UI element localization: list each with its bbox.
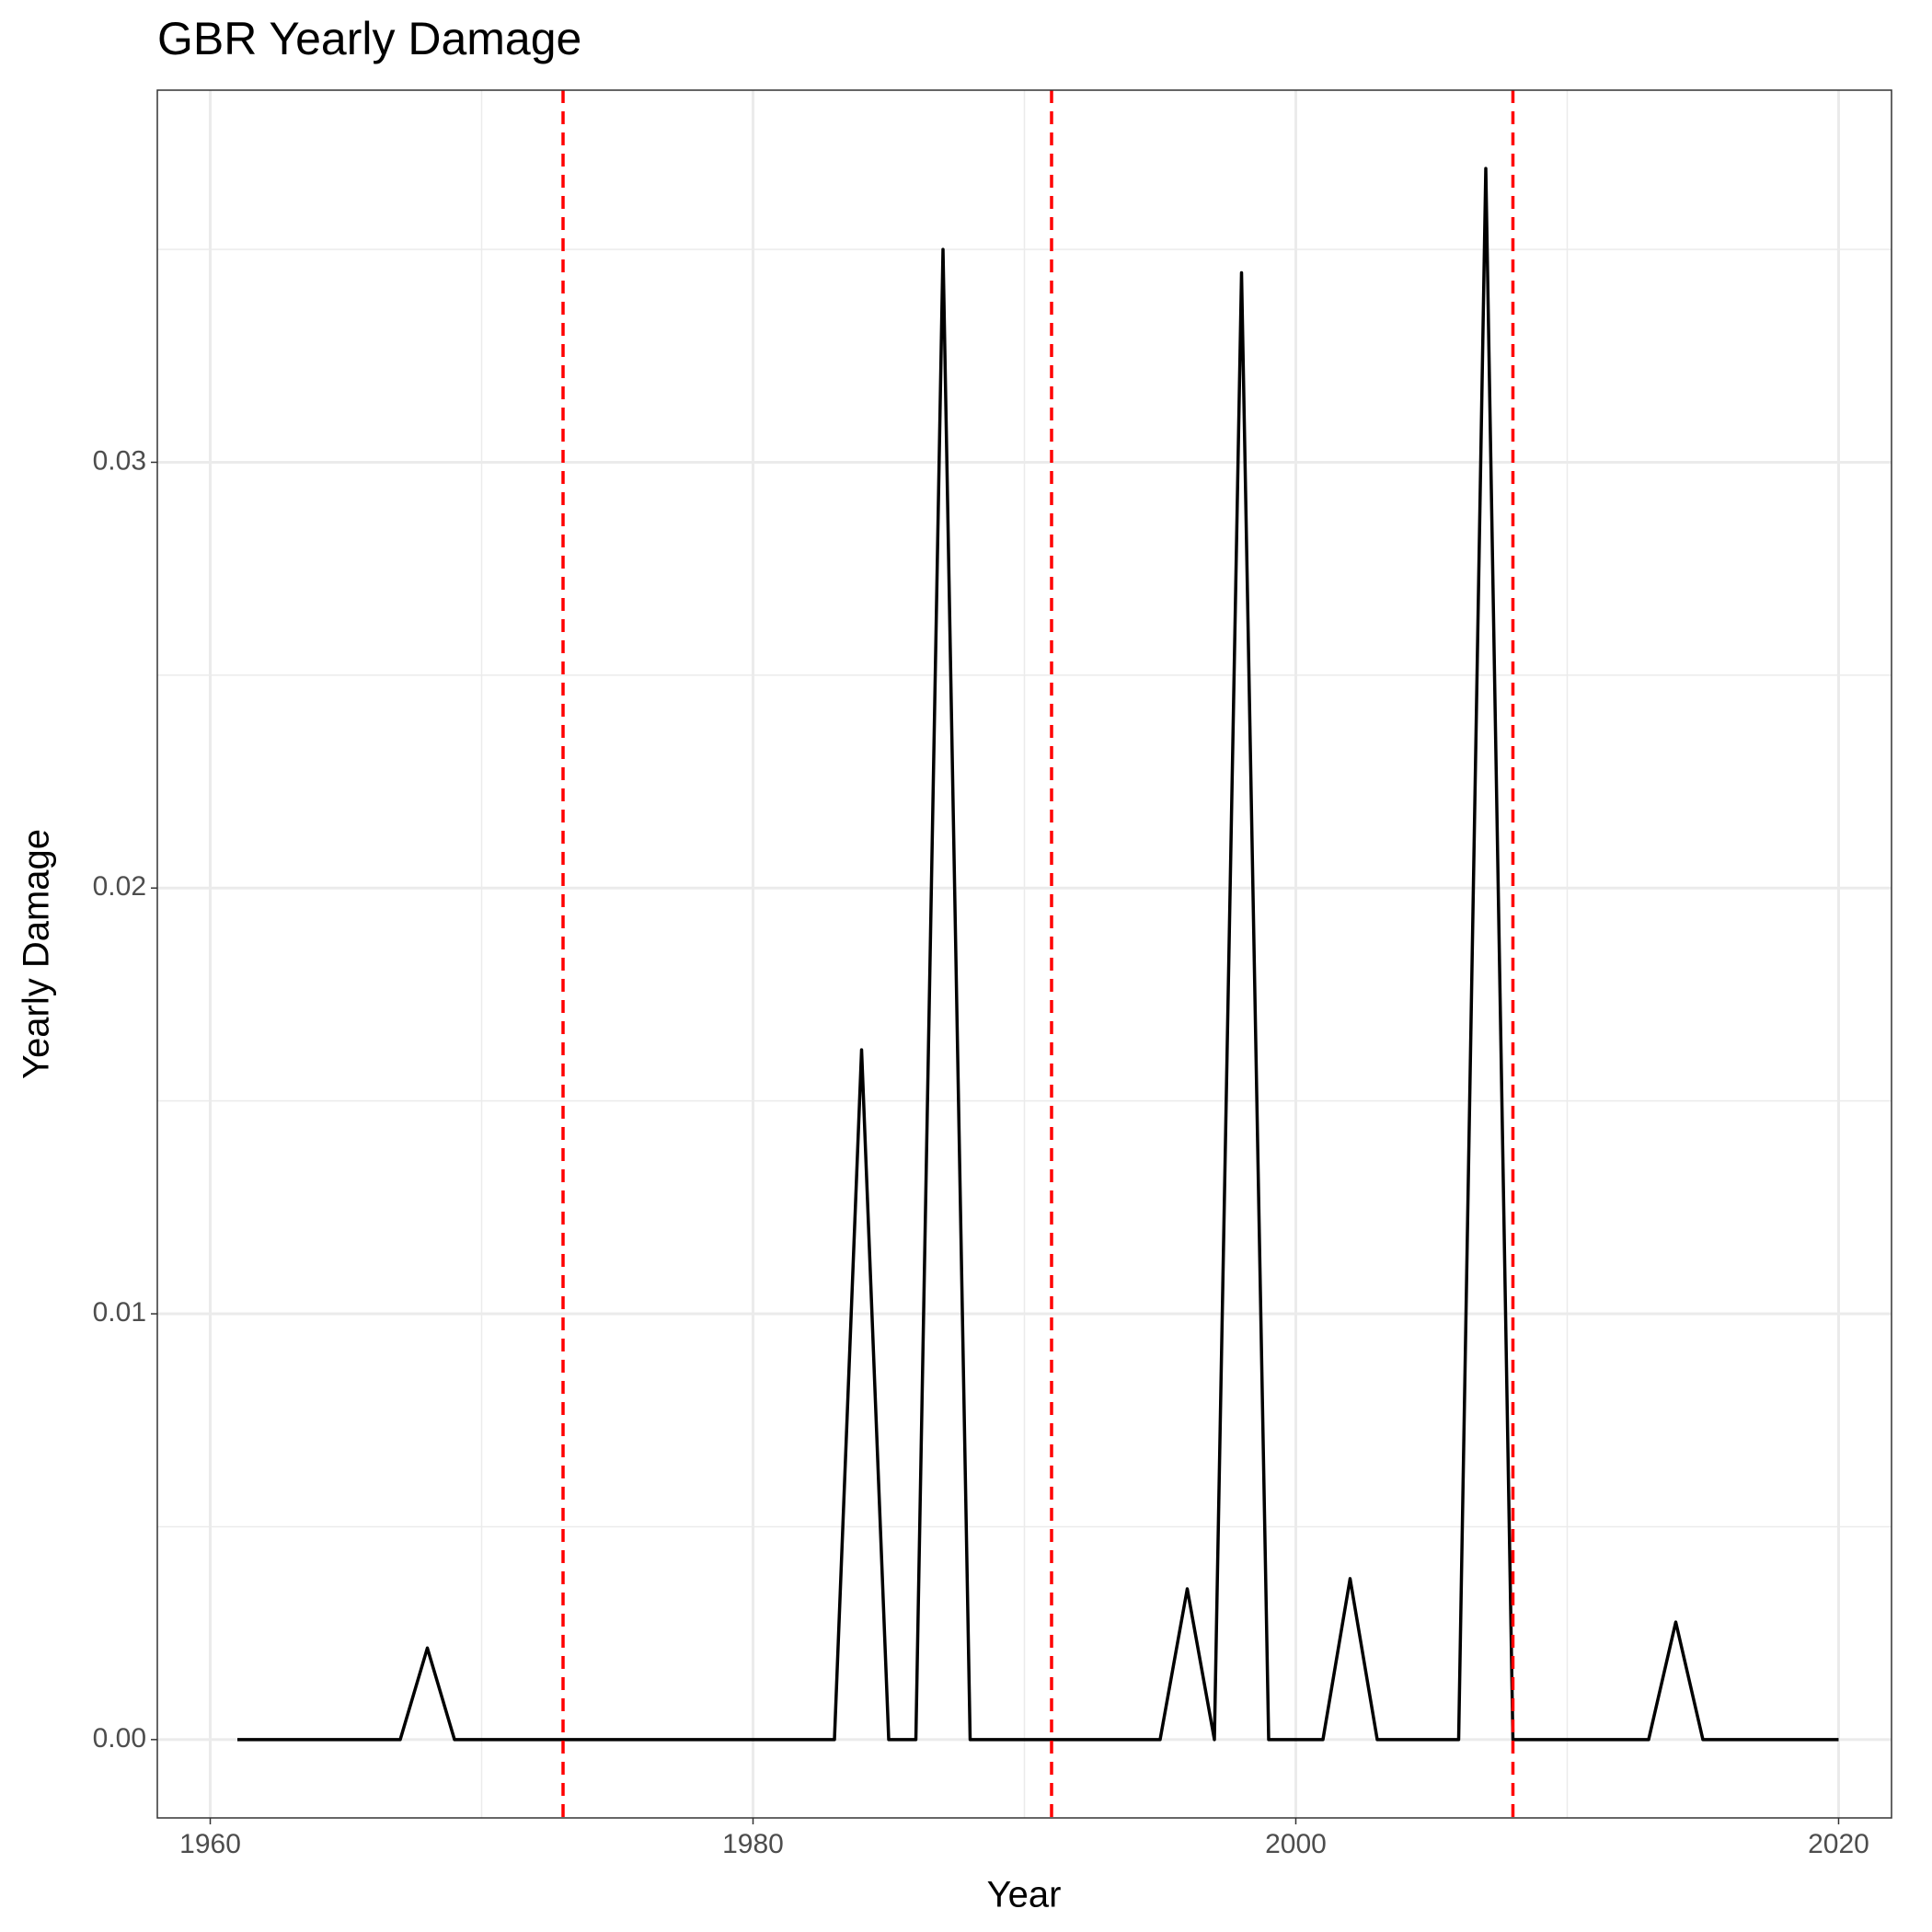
plot-border (156, 89, 1892, 1819)
x-tick-label: 1980 (722, 1829, 784, 1859)
y-tick-label: 0.00 (93, 1723, 146, 1754)
chart-title: GBR Yearly Damage (157, 13, 581, 64)
data-line (237, 167, 1839, 1742)
x-tick-label: 1960 (179, 1829, 241, 1859)
y-tick-label: 0.03 (93, 445, 146, 476)
x-axis-title: Year (987, 1875, 1062, 1915)
y-axis-title: Yearly Damage (17, 829, 57, 1079)
y-tick-label: 0.02 (93, 871, 146, 902)
x-tick-label: 2020 (1808, 1829, 1869, 1859)
x-tick-label: 2000 (1265, 1829, 1327, 1859)
y-tick-label: 0.01 (93, 1297, 146, 1328)
